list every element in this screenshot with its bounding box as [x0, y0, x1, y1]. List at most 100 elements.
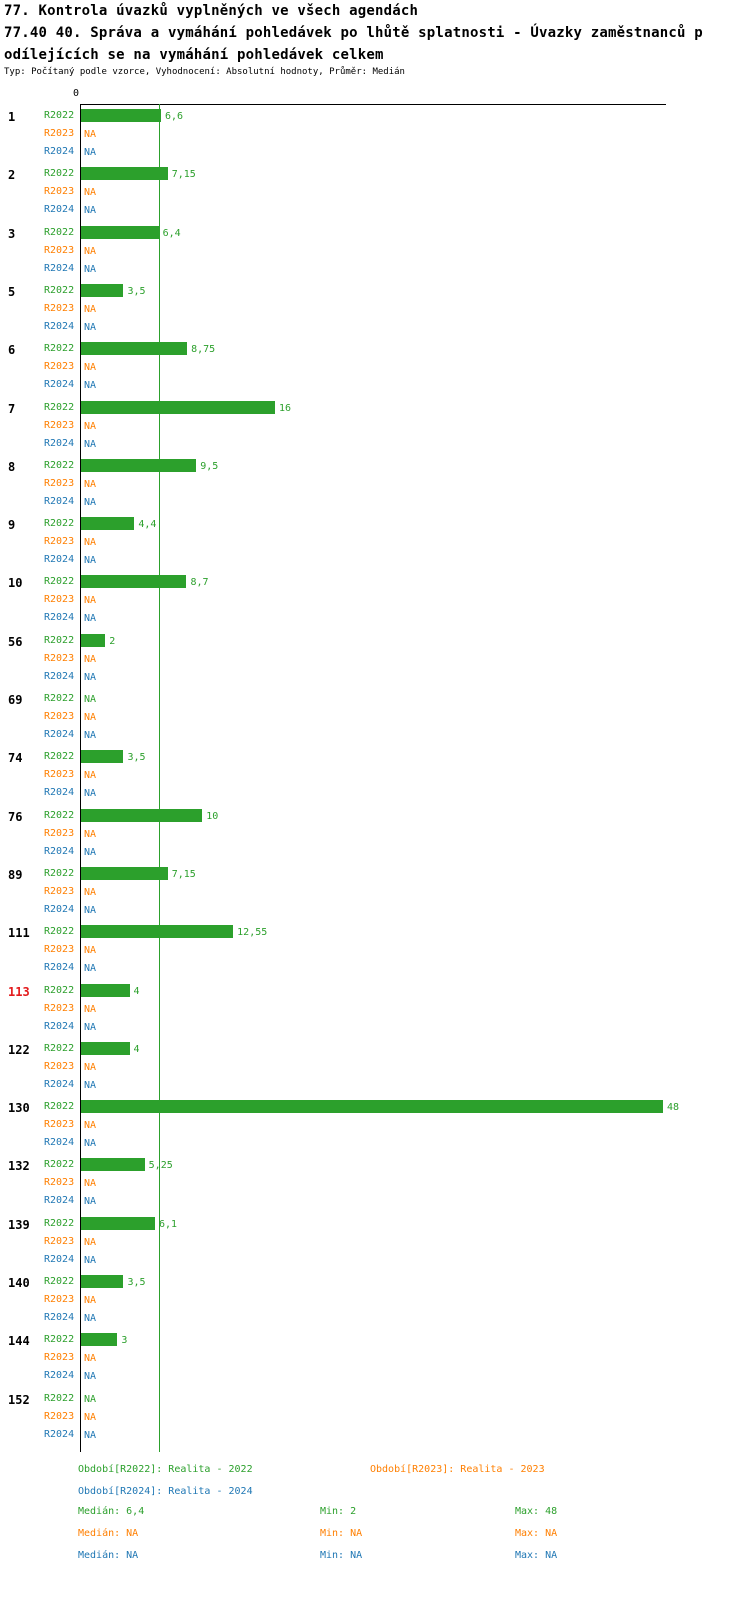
series-label: R2022 — [44, 343, 75, 355]
na-label: NA — [84, 380, 97, 392]
chart-group-56: 56 R2022 2 R2023 NA R2024 NA — [0, 632, 750, 690]
chart-group-76: 76 R2022 10 R2023 NA R2024 NA — [0, 807, 750, 865]
group-id-label: 8 — [8, 459, 16, 474]
chart-group-144: 144 R2022 3 R2023 NA R2024 NA — [0, 1331, 750, 1389]
series-row-r2022: R2022 2 — [0, 632, 750, 650]
legend-item-r2024: Období[R2024]: Realita - 2024 — [78, 1486, 253, 1497]
series-label: R2023 — [44, 419, 75, 431]
report-title-line3: odílejících se na vymáhání pohledávek ce… — [4, 47, 384, 63]
series-row-r2023: R2023 NA — [0, 1408, 750, 1426]
series-label: R2024 — [44, 1428, 75, 1440]
group-id-label: 144 — [8, 1334, 30, 1349]
value-label: 4 — [133, 1043, 140, 1055]
na-label: NA — [84, 1429, 97, 1441]
series-label: R2022 — [44, 1217, 75, 1229]
chart-group-3: 3 R2022 6,4 R2023 NA R2024 NA — [0, 224, 750, 282]
na-label: NA — [84, 263, 97, 275]
value-bar — [81, 983, 130, 997]
series-label: R2022 — [44, 284, 75, 296]
series-row-r2024: R2024 NA — [0, 726, 750, 744]
na-label: NA — [84, 147, 97, 158]
na-label: NA — [84, 730, 97, 741]
stat-min-r2023: Min: NA — [320, 1528, 363, 1539]
value-bar — [81, 517, 135, 531]
chart-group-2: 2 R2022 7,15 R2023 NA R2024 NA — [0, 165, 750, 223]
group-id-label: 132 — [8, 1159, 30, 1174]
na-label: NA — [84, 1254, 97, 1266]
series-label: R2024 — [44, 495, 75, 507]
value-label: 4 — [133, 985, 140, 997]
series-row-r2024: R2024 NA — [0, 1426, 750, 1444]
series-row-r2022: R2022 10 — [0, 807, 750, 825]
stat-max-r2023: Max: NA — [515, 1528, 558, 1539]
na-label: NA — [84, 595, 97, 607]
value-label: 3,5 — [127, 285, 146, 297]
chart-group-111: 111 R2022 12,55 R2023 NA R2024 NA — [0, 923, 750, 981]
series-row-r2022: R2022 4 — [0, 982, 750, 1000]
series-row-r2024: R2024 NA — [0, 551, 750, 569]
series-row-r2024: R2024 NA — [0, 201, 750, 219]
na-label: NA — [84, 1138, 97, 1150]
series-label: R2022 — [44, 926, 75, 938]
value-bar — [81, 866, 168, 880]
series-label: R2024 — [44, 262, 75, 274]
na-label: NA — [84, 1120, 97, 1132]
series-row-r2024: R2024 NA — [0, 1192, 750, 1210]
chart-group-89: 89 R2022 7,15 R2023 NA R2024 NA — [0, 865, 750, 923]
series-label: R2022 — [44, 518, 75, 530]
na-label: NA — [84, 846, 97, 858]
series-label: R2023 — [44, 944, 75, 956]
series-label: R2023 — [44, 1410, 75, 1422]
series-label: R2022 — [44, 751, 75, 763]
series-row-r2024: R2024 NA — [0, 435, 750, 453]
value-bar — [81, 167, 168, 181]
group-id-label: 7 — [8, 401, 16, 416]
series-label: R2024 — [44, 670, 75, 682]
chart-group-74: 74 R2022 3,5 R2023 NA R2024 NA — [0, 748, 750, 806]
series-label: R2022 — [44, 1276, 75, 1287]
na-label: NA — [84, 496, 97, 508]
series-label: R2023 — [44, 1235, 75, 1247]
na-label: NA — [84, 1021, 97, 1033]
series-row-r2024: R2024 NA — [0, 376, 750, 394]
series-label: R2023 — [44, 302, 75, 314]
value-bar — [81, 1333, 118, 1347]
report-title-line2: 77.40 40. Správa a vymáhání pohledávek p… — [4, 25, 703, 41]
value-label: 48 — [667, 1102, 680, 1114]
series-row-r2024: R2024 NA — [0, 1134, 750, 1152]
series-label: R2022 — [44, 1042, 75, 1054]
series-row-r2024: R2024 NA — [0, 318, 750, 336]
series-label: R2023 — [44, 1352, 75, 1364]
chart-group-113: 113 R2022 4 R2023 NA R2024 NA — [0, 982, 750, 1040]
series-label: R2024 — [44, 1370, 75, 1382]
series-row-r2023: R2023 NA — [0, 1000, 750, 1018]
value-bar — [81, 1275, 124, 1288]
series-row-r2023: R2023 NA — [0, 766, 750, 784]
series-row-r2022: R2022 5,25 — [0, 1156, 750, 1174]
value-label: 2 — [109, 635, 116, 647]
series-label: R2022 — [44, 168, 75, 180]
series-row-r2023: R2023 NA — [0, 1116, 750, 1134]
na-label: NA — [84, 187, 97, 199]
series-label: R2022 — [44, 984, 75, 996]
series-label: R2023 — [44, 361, 75, 373]
value-label: 5,25 — [148, 1160, 173, 1172]
series-row-r2022: R2022 3,5 — [0, 1273, 750, 1291]
series-row-r2023: R2023 NA — [0, 825, 750, 843]
series-label: R2022 — [44, 1334, 75, 1346]
series-label: R2023 — [44, 477, 75, 489]
na-label: NA — [84, 1353, 97, 1365]
series-row-r2022: R2022 8,7 — [0, 573, 750, 591]
na-label: NA — [84, 1295, 97, 1306]
na-label: NA — [84, 129, 97, 140]
series-row-r2023: R2023 NA — [0, 242, 750, 260]
series-label: R2024 — [44, 379, 75, 391]
series-label: R2024 — [44, 903, 75, 915]
series-label: R2024 — [44, 729, 75, 740]
series-row-r2022: R2022 9,5 — [0, 457, 750, 475]
series-label: R2024 — [44, 845, 75, 857]
group-id-label: 89 — [8, 867, 23, 882]
value-label: 16 — [279, 402, 292, 414]
na-label: NA — [84, 653, 97, 665]
series-row-r2024: R2024 NA — [0, 1076, 750, 1094]
